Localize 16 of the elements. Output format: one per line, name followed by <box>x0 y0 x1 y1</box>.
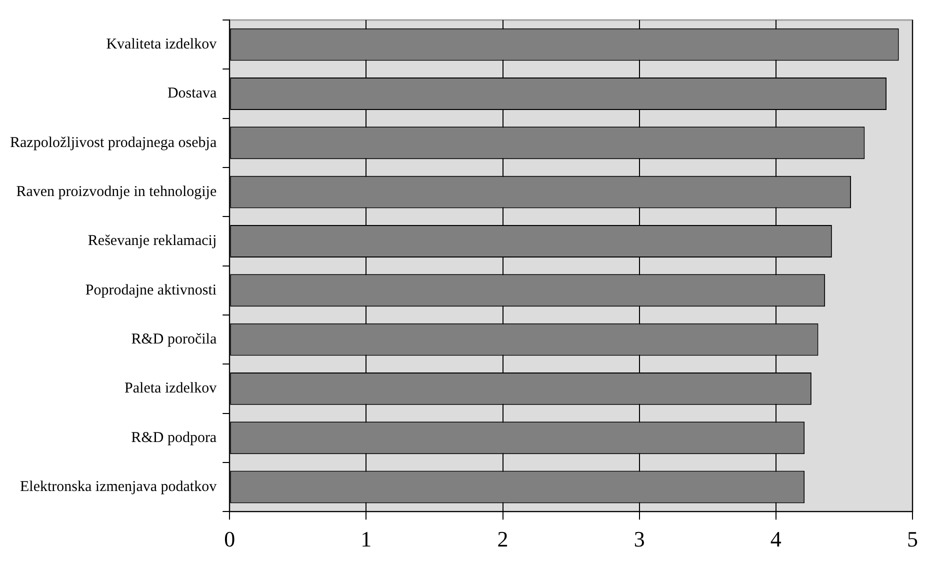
y-tick-label: R&D podpora <box>131 430 217 446</box>
y-tick-label: Dostava <box>167 86 217 102</box>
x-tick-label: 5 <box>907 526 918 552</box>
x-tick-label: 1 <box>360 526 372 552</box>
y-tick-label: Kvaliteta izdelkov <box>106 36 218 53</box>
y-tick-label: Reševanje reklamacij <box>88 233 217 250</box>
y-tick-label: Poprodajne aktivnosti <box>85 282 217 298</box>
x-tick-label: 0 <box>224 526 236 552</box>
y-tick-label: Raven proizvodnje in tehnologije <box>16 184 217 200</box>
x-tick-label: 4 <box>770 526 782 552</box>
x-tick-label: 3 <box>634 526 645 552</box>
x-tick-label: 2 <box>497 526 508 552</box>
y-tick-label: R&D poročila <box>131 331 217 348</box>
y-tick-label: Razpoložljivost prodajnega osebja <box>10 134 217 151</box>
y-tick-label: Elektronska izmenjava podatkov <box>20 478 218 495</box>
y-tick-label: Paleta izdelkov <box>124 380 218 397</box>
